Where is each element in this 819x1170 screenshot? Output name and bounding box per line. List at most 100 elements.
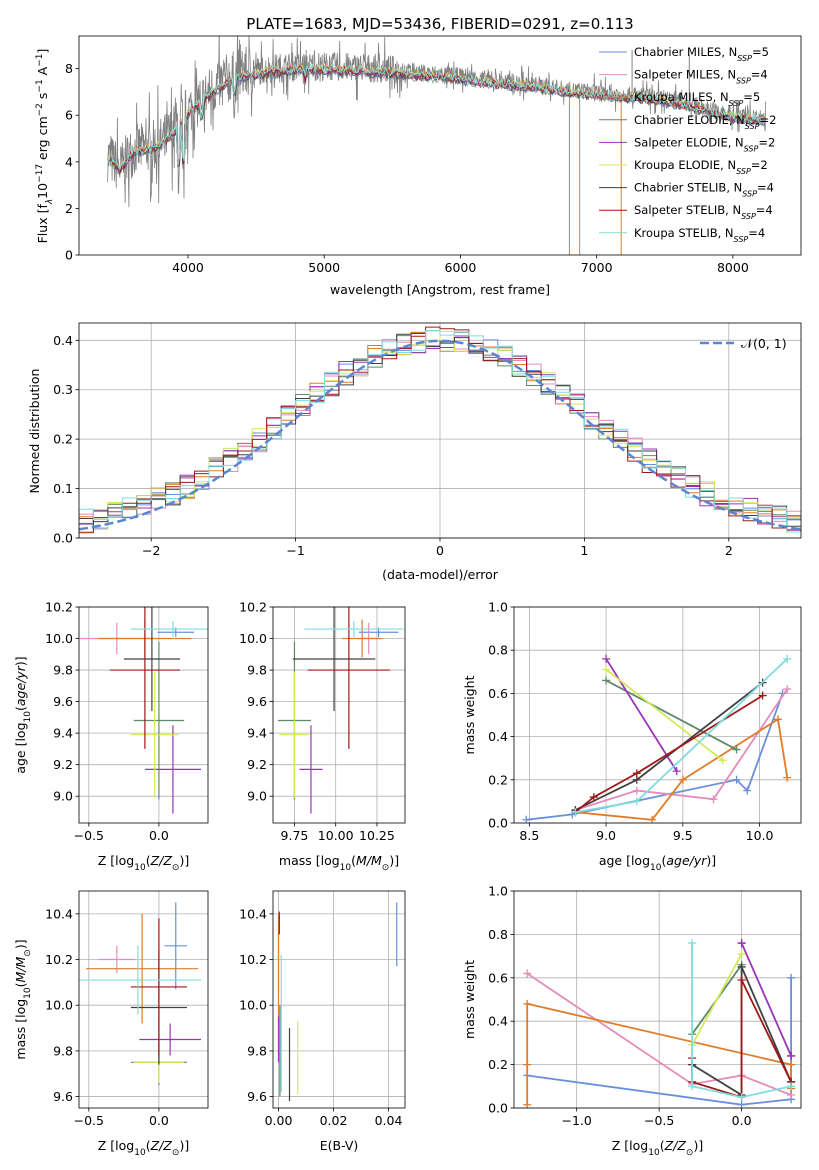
weight_vs_Z-xlabel-part: ( xyxy=(660,1138,665,1153)
mass_vs_EBV-ytick-label: 9.6 xyxy=(247,1089,267,1104)
spectrum-legend-label-suffix: =2 xyxy=(751,158,768,172)
residuals-histogram xyxy=(79,335,801,538)
age_vs_Z-xlabel: Z [log10(Z/Z⊙)] xyxy=(98,853,189,873)
residuals-xlabel: (data-model)/error xyxy=(382,567,499,582)
age_vs_Z-xtick-label: −0.5 xyxy=(74,828,104,843)
spectrum-plot xyxy=(107,36,766,255)
weight_vs_Z-ytick-label: 0.4 xyxy=(488,1014,508,1029)
residuals-plot xyxy=(79,326,801,538)
weight_vs_age-series-marker xyxy=(783,685,792,694)
spectrum-legend-label-suffix: =2 xyxy=(760,113,777,127)
residuals-xtick-label: 2 xyxy=(725,543,733,558)
spectrum-ylabel-part: −17 xyxy=(35,164,45,183)
age_vs_Z-ytick-label: 9.8 xyxy=(53,663,73,678)
weight_vs_age-series-marker xyxy=(783,773,792,782)
age_vs_mass-xlabel-part: mass [log xyxy=(279,853,340,868)
weight_vs_age-series-marker xyxy=(602,654,611,663)
age_vs_mass-frame xyxy=(272,606,406,824)
weight_vs_age-series-marker xyxy=(632,769,641,778)
spectrum-ytick-label: 2 xyxy=(65,201,73,216)
mass_vs_Z-ytick-label: 9.8 xyxy=(53,1043,73,1058)
weight_vs_age-series-marker xyxy=(758,691,767,700)
spectrum-legend-label: Kroupa STELIB, NSSP=4 xyxy=(634,226,765,244)
weight_vs_age-ytick-label: 0.2 xyxy=(488,772,508,787)
weight_vs_age-series-marker xyxy=(571,808,580,817)
spectrum-legend-label-suffix: =2 xyxy=(758,135,775,149)
mass_vs_EBV-xtick-label: 0.04 xyxy=(375,1113,403,1128)
weight_vs_Z-series-line xyxy=(691,979,792,1099)
spectrum-legend-label-main: Chabrier STELIB, N xyxy=(634,181,742,195)
weight_vs_age-series-line xyxy=(605,658,678,772)
spectrum-legend-label-sub: SSP xyxy=(745,121,760,130)
weight_vs_Z-series-marker xyxy=(737,1100,746,1108)
weight_vs_age-frame xyxy=(513,606,802,824)
weight_vs_age-series-marker xyxy=(648,815,657,823)
spectrum-ylabel-part: −2 xyxy=(35,103,45,116)
spectrum-legend-label-main: Kroupa MILES, N xyxy=(634,90,729,104)
weight_vs_Z-plot xyxy=(523,939,796,1108)
weight_vs_age-xlabel-part: age [log xyxy=(599,853,650,868)
weight_vs_Z-xlabel-part: Z/Z xyxy=(664,1138,687,1153)
age_vs_mass-ytick-label: 9.0 xyxy=(247,789,267,804)
age_vs_mass-plot xyxy=(277,607,404,814)
residuals-histogram xyxy=(79,330,801,538)
spectrum-ylabel-part: −1 xyxy=(35,54,45,67)
weight_vs_Z-series-marker xyxy=(688,1082,697,1091)
spectrum-legend-label-sub: SSP xyxy=(741,212,756,221)
spectrum-ylabel-part: A xyxy=(35,66,50,79)
weight_vs_age-series-line xyxy=(605,668,724,762)
spectrum-frame xyxy=(78,35,802,256)
spectrum-ylabel-part: ] xyxy=(35,49,50,54)
age_vs_Z-ytick-label: 9.4 xyxy=(53,726,73,741)
weight_vs_Z-axes: −1.0 −0.5 0.0 0.0 0.2 0.4 0.6 0.8 1.0 Z [log10(Z/… xyxy=(462,884,802,1158)
weight_vs_Z-ytick-label: 0.8 xyxy=(488,927,508,942)
mass_vs_Z-plot xyxy=(79,902,201,1086)
mass_vs_Z-ylabel: mass [log10(M/M⊙)] xyxy=(13,939,33,1059)
age_vs_Z-ylabel-part: ( xyxy=(13,706,28,711)
residuals-xtick-label: 1 xyxy=(580,543,588,558)
spectrum-legend-label-main: Kroupa STELIB, N xyxy=(634,226,734,240)
mass_vs_Z-ylabel-part: ⊙ xyxy=(23,949,33,957)
mass_vs_Z-frame xyxy=(78,890,209,1109)
weight_vs_Z-xlabel: Z [log10(Z/Z⊙)] xyxy=(612,1138,703,1158)
age_vs_Z-plot xyxy=(80,607,208,814)
spectrum-model-line xyxy=(107,63,766,171)
age_vs_Z-xlabel-part: ( xyxy=(146,853,151,868)
mass_vs_Z-xlabel-part: 10 xyxy=(134,1148,146,1158)
weight_vs_Z-series-marker xyxy=(523,969,532,978)
mass_vs_EBV-ytick-label: 10.0 xyxy=(239,998,267,1013)
mass_vs_Z-xtick-label: −0.5 xyxy=(74,1113,104,1128)
weight_vs_Z-ytick-label: 0.2 xyxy=(488,1057,508,1072)
mass_vs_EBV-xtick-label: 0.00 xyxy=(265,1113,293,1128)
spectrum-xtick-label: 4000 xyxy=(172,260,204,275)
weight_vs_Z-series-marker xyxy=(523,1100,532,1108)
mass_vs_Z-ytick-label: 9.6 xyxy=(53,1089,73,1104)
weight_vs_age-xtick-label: 9.0 xyxy=(596,828,616,843)
age_vs_Z-ylabel-part: )] xyxy=(13,656,28,666)
age_vs_mass-ytick-label: 10.2 xyxy=(239,600,267,615)
weight_vs_age-xtick-label: 9.5 xyxy=(673,828,693,843)
spectrum-legend-label-main: Salpeter STELIB, N xyxy=(634,203,741,217)
weight_vs_Z-series-marker xyxy=(787,973,796,982)
spectrum-legend-label-main: Salpeter ELODIE, N xyxy=(634,135,744,149)
spectrum-data-line xyxy=(107,36,766,208)
age_vs_Z-xlabel-part: ⊙ xyxy=(172,863,180,873)
weight_vs_Z-ytick-label: 1.0 xyxy=(488,884,508,899)
age_vs_mass-ytick-label: 9.2 xyxy=(247,757,267,772)
weight_vs_Z-frame xyxy=(513,890,802,1109)
weight_vs_Z-xtick-label: 0.0 xyxy=(732,1113,752,1128)
age_vs_Z-ylabel-part: age [log xyxy=(13,722,28,773)
spectrum-legend-label-sub: SSP xyxy=(736,167,751,176)
mass_vs_EBV-ytick-label: 10.4 xyxy=(239,906,267,921)
weight_vs_age-ytick-label: 0.6 xyxy=(488,686,508,701)
spectrum-xtick-label: 8000 xyxy=(717,260,749,275)
weight_vs_age-series-marker xyxy=(732,775,741,784)
figure-title: PLATE=1683, MJD=53436, FIBERID=0291, z=0… xyxy=(246,15,633,33)
spectrum-legend-label-sub: SSP xyxy=(744,144,759,153)
weight_vs_Z-series-marker xyxy=(737,975,746,984)
age_vs_mass-xlabel-part: ⊙ xyxy=(382,863,390,873)
residuals-legend-label: 𝒩(0, 1) xyxy=(741,336,787,351)
age_vs_Z-ytick-label: 9.2 xyxy=(53,757,73,772)
weight_vs_age-series-marker xyxy=(709,795,718,804)
